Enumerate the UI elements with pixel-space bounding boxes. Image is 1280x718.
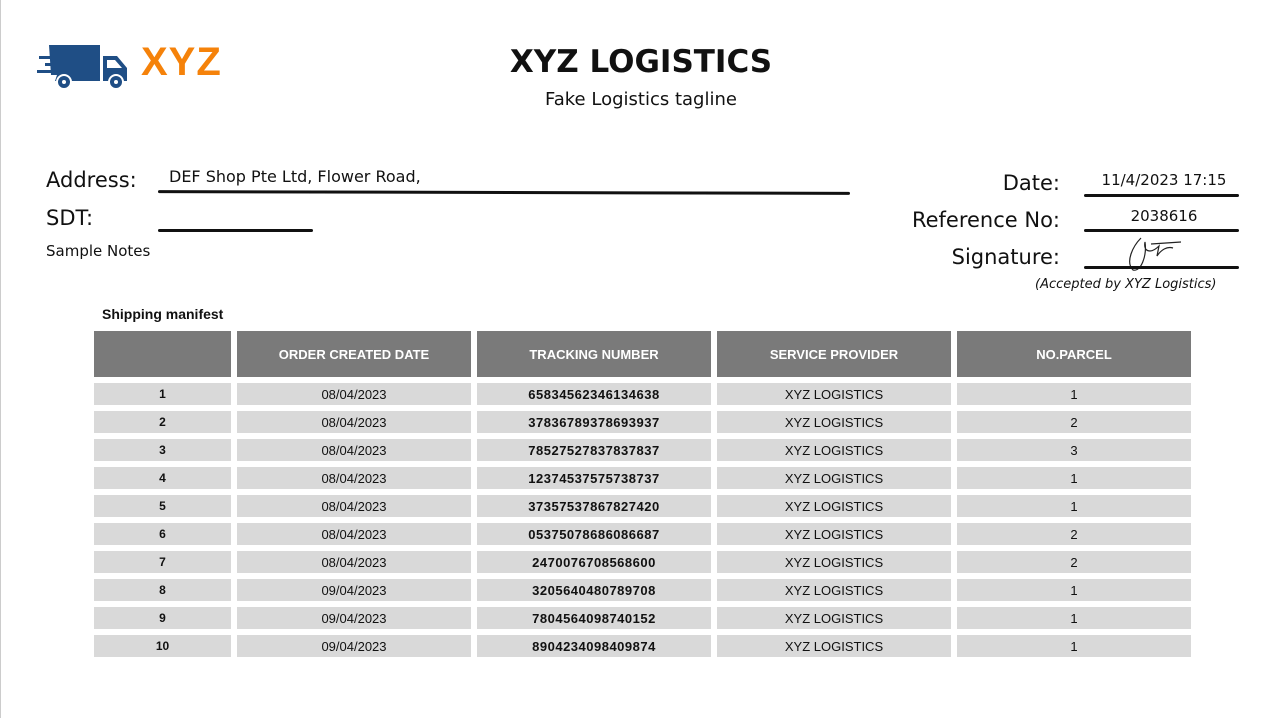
- table-row: 10 09/04/2023 8904234098409874 XYZ LOGISTIC…: [94, 635, 1191, 657]
- row-number: 3: [94, 439, 231, 461]
- notes: Sample Notes: [46, 242, 151, 260]
- logo-text: XYZ: [141, 40, 222, 84]
- order-date: 08/04/2023: [237, 383, 471, 405]
- row-number: 5: [94, 495, 231, 517]
- tracking-number: 65834562346134638: [477, 383, 711, 405]
- manifest-title: Shipping manifest: [102, 306, 224, 322]
- table-row: 3 08/04/2023 78527527837837837 XYZ LOGISTIC…: [94, 439, 1191, 461]
- address-line: [157, 190, 851, 195]
- service-provider: XYZ LOGISTICS: [717, 383, 951, 405]
- service-provider: XYZ LOGISTICS: [717, 467, 951, 489]
- column-header: TRACKING NUMBER: [477, 331, 711, 377]
- parcel-count: 1: [957, 607, 1191, 629]
- ref-line: [1084, 229, 1239, 232]
- service-provider: XYZ LOGISTICS: [717, 439, 951, 461]
- address-label: Address:: [46, 168, 137, 192]
- service-provider: XYZ LOGISTICS: [717, 607, 951, 629]
- date-line: [1084, 194, 1239, 197]
- address-value: DEF Shop Pte Ltd, Flower Road,: [169, 167, 421, 186]
- column-header: SERVICE PROVIDER: [717, 331, 951, 377]
- order-date: 08/04/2023: [237, 439, 471, 461]
- parcel-count: 2: [957, 551, 1191, 573]
- row-number: 6: [94, 523, 231, 545]
- column-header: NO.PARCEL: [957, 331, 1191, 377]
- parcel-count: 2: [957, 411, 1191, 433]
- service-provider: XYZ LOGISTICS: [717, 551, 951, 573]
- parcel-count: 1: [957, 467, 1191, 489]
- tracking-number: 37836789378693937: [477, 411, 711, 433]
- column-header: [94, 331, 231, 377]
- table-row: 8 09/04/2023 3205640480789708 XYZ LOGISTICS…: [94, 579, 1191, 601]
- signature-note: (Accepted by XYZ Logistics): [1035, 277, 1217, 292]
- service-provider: XYZ LOGISTICS: [717, 523, 951, 545]
- order-date: 08/04/2023: [237, 551, 471, 573]
- table-row: 4 08/04/2023 12374537575738737 XYZ LOGISTIC…: [94, 467, 1191, 489]
- signature-image: [1129, 237, 1182, 271]
- table-row: 2 08/04/2023 37836789378693937 XYZ LOGISTIC…: [94, 411, 1191, 433]
- row-number: 7: [94, 551, 231, 573]
- row-number: 1: [94, 383, 231, 405]
- tracking-number: 05375078686086687: [477, 523, 711, 545]
- tagline: Fake Logistics tagline: [545, 89, 737, 110]
- tracking-number: 3205640480789708: [477, 579, 711, 601]
- table-row: 9 09/04/2023 7804564098740152 XYZ LOGISTICS…: [94, 607, 1191, 629]
- tracking-number: 12374537575738737: [477, 467, 711, 489]
- service-provider: XYZ LOGISTICS: [717, 579, 951, 601]
- row-number: 4: [94, 467, 231, 489]
- parcel-count: 1: [957, 635, 1191, 657]
- parcel-count: 1: [957, 579, 1191, 601]
- date-value: 11/4/2023 17:15: [1101, 171, 1227, 189]
- service-provider: XYZ LOGISTICS: [717, 411, 951, 433]
- order-date: 09/04/2023: [237, 579, 471, 601]
- order-date: 09/04/2023: [237, 635, 471, 657]
- signature-label: Signature:: [951, 245, 1060, 269]
- parcel-count: 3: [957, 439, 1191, 461]
- table-row: 5 08/04/2023 37357537867827420 XYZ LOGISTIC…: [94, 495, 1191, 517]
- parcel-count: 1: [957, 383, 1191, 405]
- page-title: XYZ LOGISTICS: [509, 44, 773, 80]
- row-number: 9: [94, 607, 231, 629]
- table-row: 6 08/04/2023 05375078686086687 XYZ LOGISTIC…: [94, 523, 1191, 545]
- row-number: 2: [94, 411, 231, 433]
- service-provider: XYZ LOGISTICS: [717, 495, 951, 517]
- order-date: 08/04/2023: [237, 523, 471, 545]
- signature-line: [1084, 266, 1239, 269]
- sdt-line: [158, 229, 313, 232]
- date-label: Date:: [1002, 171, 1060, 195]
- parcel-count: 2: [957, 523, 1191, 545]
- order-date: 09/04/2023: [237, 607, 471, 629]
- manifest-table: ORDER CREATED DATE TRACKING NUMBER SERVICE…: [88, 325, 1197, 663]
- tracking-number: 2470076708568600: [477, 551, 711, 573]
- service-provider: XYZ LOGISTICS: [717, 635, 951, 657]
- tracking-number: 7804564098740152: [477, 607, 711, 629]
- tracking-number: 78527527837837837: [477, 439, 711, 461]
- column-header: ORDER CREATED DATE: [237, 331, 471, 377]
- parcel-count: 1: [957, 495, 1191, 517]
- row-number: 8: [94, 579, 231, 601]
- tracking-number: 8904234098409874: [477, 635, 711, 657]
- order-date: 08/04/2023: [237, 411, 471, 433]
- ref-value: 2038616: [1130, 207, 1198, 225]
- row-number: 10: [94, 635, 231, 657]
- ref-label: Reference No:: [911, 208, 1060, 232]
- order-date: 08/04/2023: [237, 467, 471, 489]
- order-date: 08/04/2023: [237, 495, 471, 517]
- sdt-label: SDT:: [46, 206, 94, 230]
- truck-icon: [37, 45, 127, 90]
- table-row: 1 08/04/2023 65834562346134638 XYZ LOGISTIC…: [94, 383, 1191, 405]
- tracking-number: 37357537867827420: [477, 495, 711, 517]
- table-row: 7 08/04/2023 2470076708568600 XYZ LOGISTICS…: [94, 551, 1191, 573]
